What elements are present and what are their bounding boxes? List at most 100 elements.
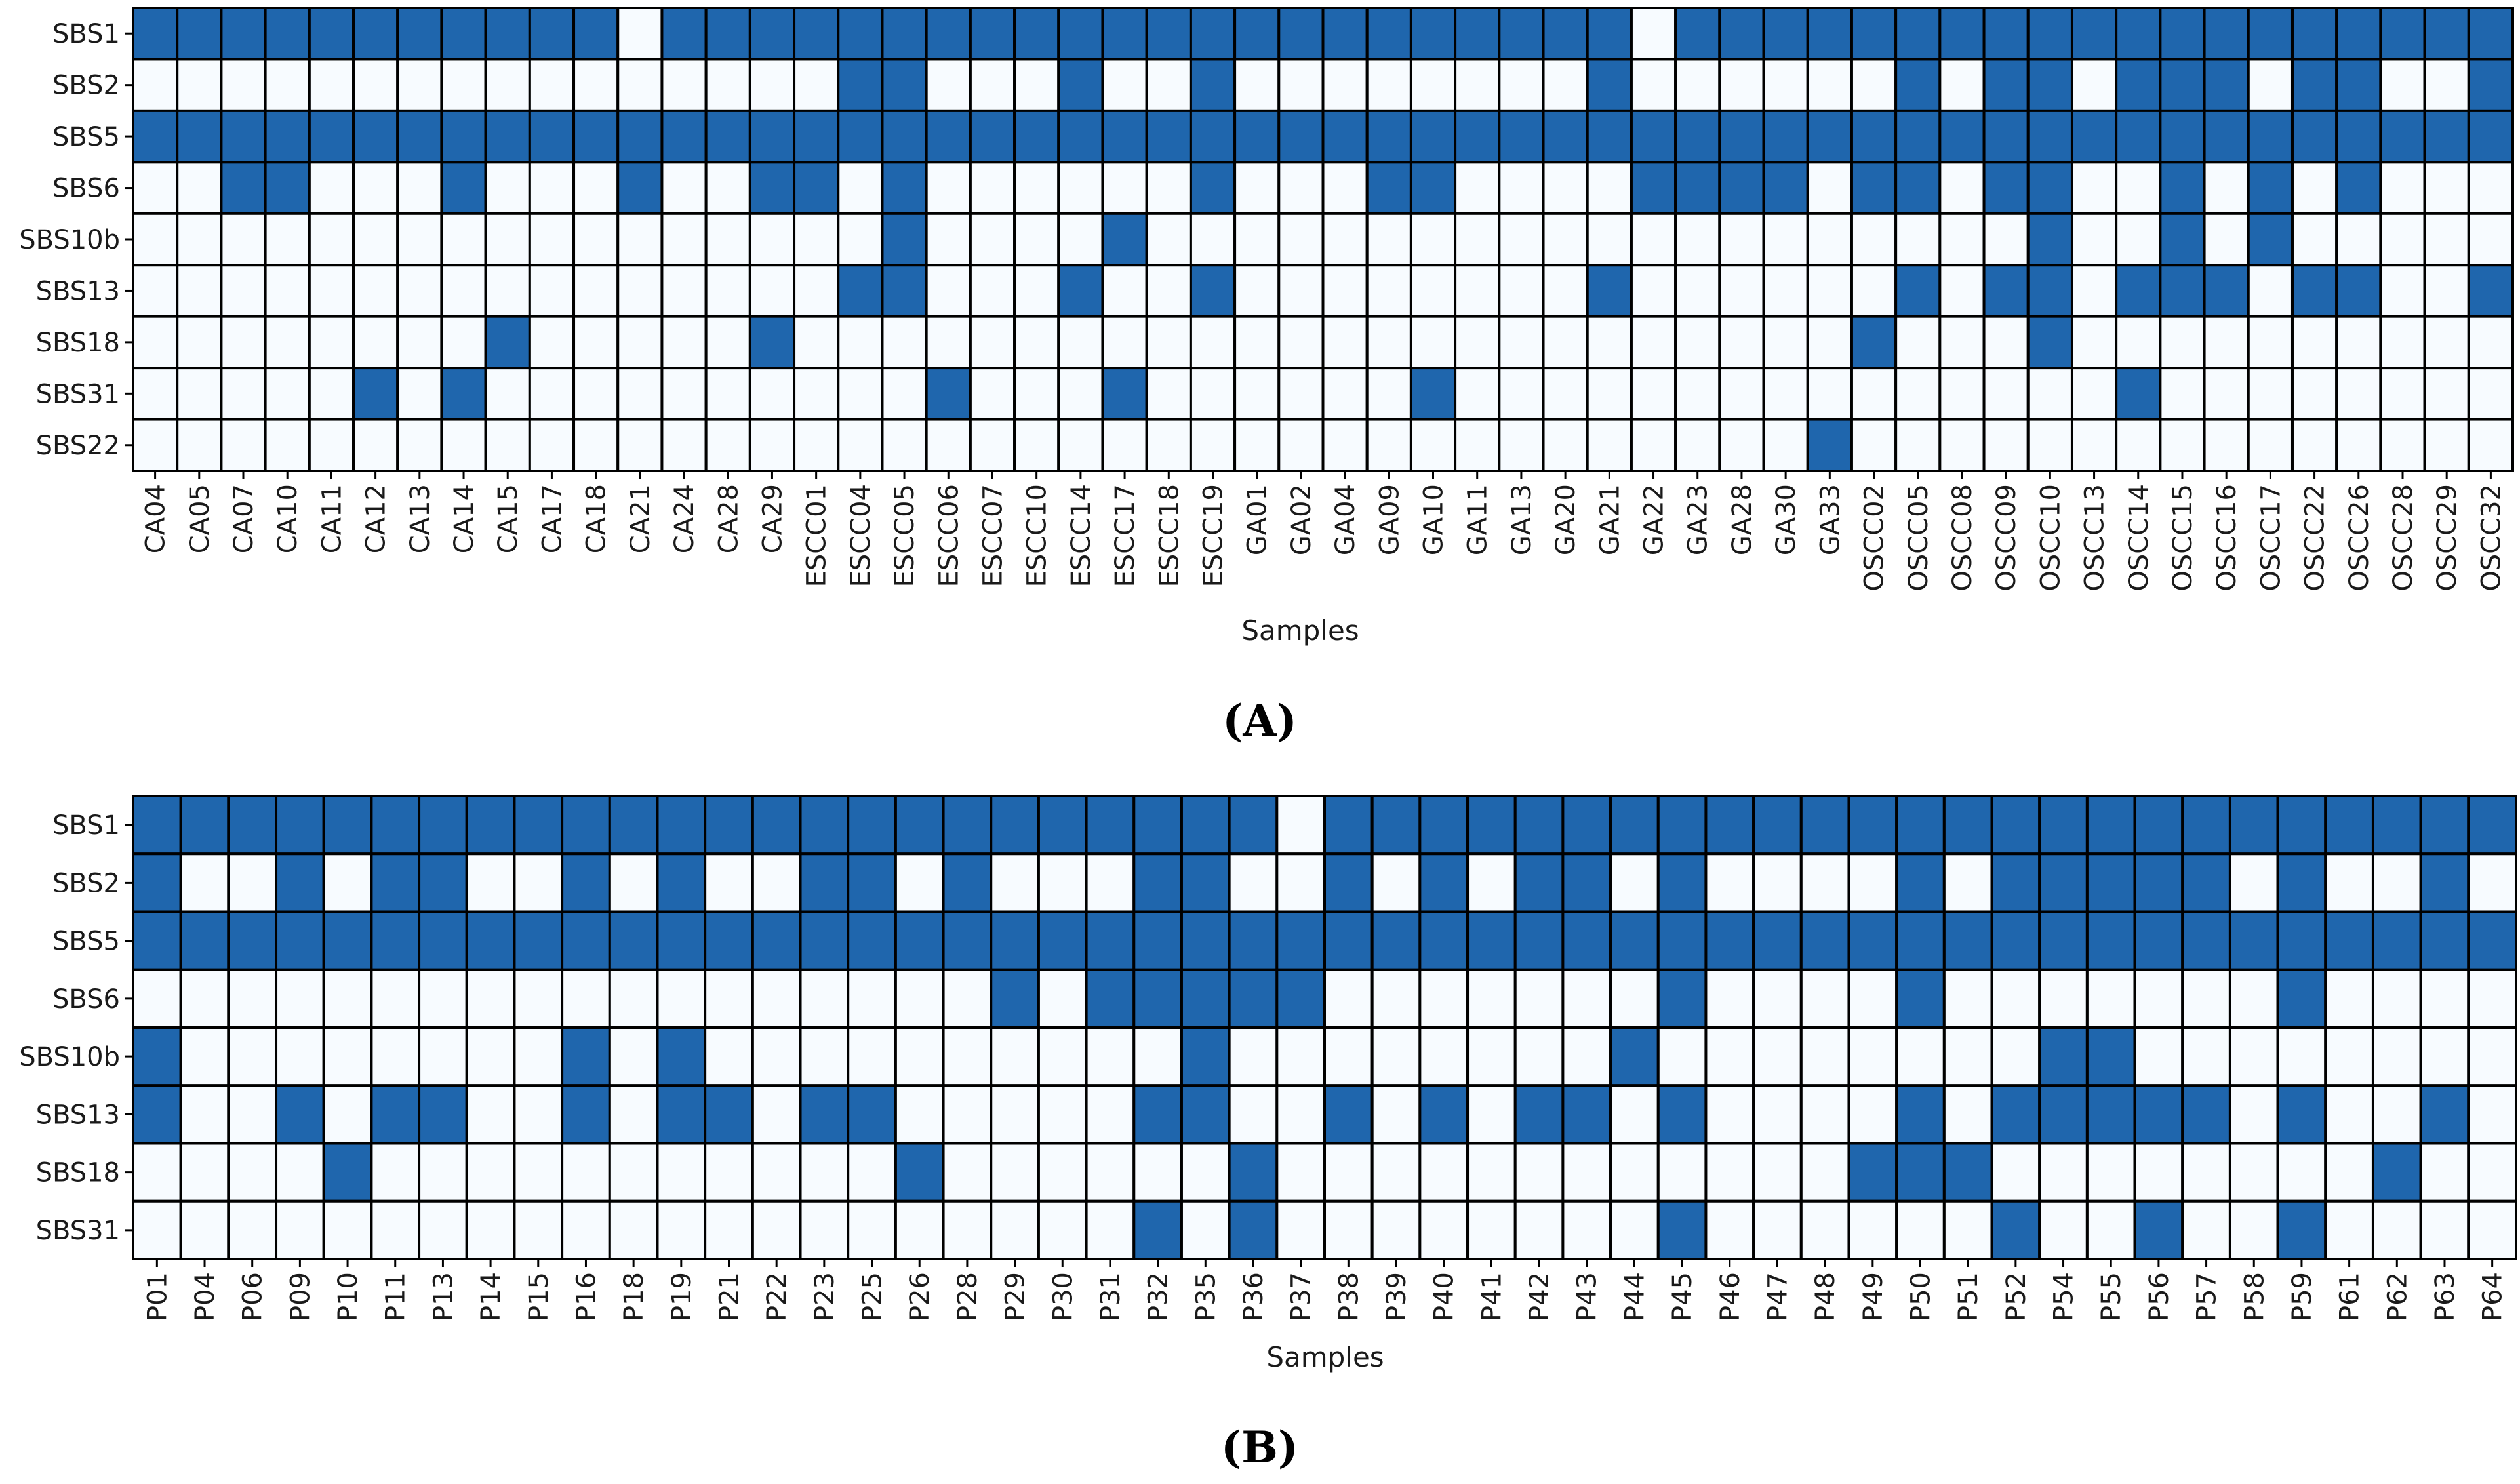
heatmap-cell-b-SBS5-P15 — [513, 910, 564, 971]
col-label-a-ESCC18: ESCC18 — [1154, 484, 1184, 587]
heatmap-cell-b-SBS1-P11 — [370, 795, 421, 856]
col-label-b-P26: P26 — [905, 1272, 935, 1321]
col-label-a-ESCC05: ESCC05 — [890, 484, 920, 587]
heatmap-cell-b-SBS18-P50 — [1895, 1142, 1946, 1203]
heatmap-cell-b-SBS5-P31 — [1085, 910, 1136, 971]
heatmap-cell-a-SBS10b-ESCC06 — [925, 212, 972, 267]
col-label-a-ESCC04: ESCC04 — [846, 484, 876, 587]
heatmap-cell-b-SBS31-P25 — [847, 1199, 897, 1260]
heatmap-cell-a-SBS6-CA13 — [396, 161, 443, 215]
row-label-b-SBS2: SBS2 — [52, 868, 120, 898]
heatmap-cell-a-SBS31-GA21 — [1586, 367, 1633, 421]
col-label-a-OSCC10: OSCC10 — [2035, 484, 2066, 592]
heatmap-cell-a-SBS2-OSCC29 — [2423, 58, 2470, 112]
heatmap-cell-a-SBS18-ESCC17 — [1101, 315, 1148, 370]
heatmap-cell-b-SBS18-P26 — [894, 1142, 945, 1203]
row-label-b-SBS31: SBS31 — [36, 1216, 120, 1246]
heatmap-cell-a-SBS13-OSCC13 — [2070, 264, 2118, 318]
heatmap-cell-b-SBS2-P46 — [1704, 852, 1755, 913]
heatmap-cell-a-SBS18-GA04 — [1321, 315, 1369, 370]
heatmap-cell-b-SBS1-P62 — [2371, 795, 2422, 856]
heatmap-cell-a-SBS5-CA04 — [132, 109, 179, 164]
heatmap-cell-a-SBS1-ESCC05 — [881, 7, 928, 61]
heatmap-cell-b-SBS18-P63 — [2419, 1142, 2470, 1203]
heatmap-cell-a-SBS1-GA30 — [1762, 7, 1809, 61]
heatmap-cell-a-SBS13-GA28 — [1718, 264, 1765, 318]
heatmap-cell-a-SBS22-CA04 — [132, 418, 179, 472]
heatmap-cell-b-SBS1-P04 — [179, 795, 230, 856]
heatmap-cell-b-SBS31-P64 — [2467, 1199, 2518, 1260]
heatmap-cell-a-SBS2-CA29 — [748, 58, 796, 112]
heatmap-cell-b-SBS5-P21 — [704, 910, 754, 971]
heatmap-cell-b-SBS13-P61 — [2324, 1084, 2374, 1145]
col-label-a-CA05: CA05 — [185, 484, 215, 553]
heatmap-cell-b-SBS10b-P30 — [1037, 1026, 1088, 1087]
heatmap-cell-a-SBS2-CA12 — [352, 58, 399, 112]
heatmap-cell-b-SBS6-P56 — [2133, 968, 2184, 1029]
heatmap-cell-b-SBS1-P63 — [2419, 795, 2470, 856]
heatmap-cell-b-SBS5-P40 — [1418, 910, 1470, 971]
heatmap-cell-a-SBS2-GA23 — [1674, 58, 1721, 112]
heatmap-cell-b-SBS6-P14 — [465, 968, 516, 1029]
heatmap-cell-a-SBS22-ESCC04 — [837, 418, 884, 472]
heatmap-cell-a-SBS18-GA33 — [1806, 315, 1853, 370]
heatmap-cell-a-SBS5-CA14 — [440, 109, 487, 164]
heatmap-cell-b-SBS5-P28 — [942, 910, 993, 971]
heatmap-cell-a-SBS1-ESCC14 — [1057, 7, 1104, 61]
heatmap-cell-a-SBS18-OSCC14 — [2115, 315, 2162, 370]
heatmap-cell-b-SBS13-P48 — [1799, 1084, 1850, 1145]
heatmap-cell-b-SBS5-P64 — [2467, 910, 2518, 971]
heatmap-cell-a-SBS5-OSCC05 — [1894, 109, 1942, 164]
col-label-b-P52: P52 — [2001, 1272, 2031, 1321]
heatmap-cell-a-SBS6-ESCC04 — [837, 161, 884, 215]
heatmap-cell-a-SBS13-CA24 — [660, 264, 708, 318]
heatmap-cell-a-SBS6-ESCC19 — [1189, 161, 1237, 215]
heatmap-cell-a-SBS5-GA21 — [1586, 109, 1633, 164]
heatmap-cell-a-SBS6-ESCC01 — [793, 161, 840, 215]
heatmap-cell-b-SBS31-P61 — [2324, 1199, 2374, 1260]
heatmap-cell-a-SBS6-CA15 — [484, 161, 531, 215]
heatmap-cell-a-SBS2-ESCC01 — [793, 58, 840, 112]
col-label-b-P57: P57 — [2192, 1272, 2222, 1321]
heatmap-cell-b-SBS31-P04 — [179, 1199, 230, 1260]
heatmap-cell-b-SBS31-P16 — [561, 1199, 611, 1260]
heatmap-cell-b-SBS13-P46 — [1704, 1084, 1755, 1145]
heatmap-cell-a-SBS31-CA04 — [132, 367, 179, 421]
col-label-a-GA20: GA20 — [1551, 484, 1581, 555]
heatmap-cell-b-SBS2-P57 — [2181, 852, 2231, 913]
heatmap-cell-a-SBS31-CA21 — [616, 367, 664, 421]
heatmap-cell-a-SBS5-OSCC32 — [2467, 109, 2515, 164]
heatmap-cell-b-SBS1-P38 — [1323, 795, 1374, 856]
heatmap-cell-b-SBS18-P37 — [1275, 1142, 1326, 1203]
heatmap-cell-b-SBS18-P10 — [322, 1142, 373, 1203]
col-label-b-P59: P59 — [2287, 1272, 2317, 1321]
heatmap-cell-a-SBS5-GA13 — [1498, 109, 1545, 164]
heatmap-cell-a-SBS1-CA14 — [440, 7, 487, 61]
heatmap-cell-b-SBS10b-P40 — [1418, 1026, 1470, 1087]
heatmap-cell-a-SBS22-CA05 — [176, 418, 223, 472]
heatmap-cell-a-SBS10b-OSCC29 — [2423, 212, 2470, 267]
heatmap-cell-b-SBS13-P54 — [2038, 1084, 2089, 1145]
heatmap-cell-b-SBS5-P58 — [2228, 910, 2279, 971]
row-label-a-SBS22: SBS22 — [36, 431, 120, 461]
heatmap-cell-b-SBS5-P52 — [1990, 910, 2041, 971]
heatmap-cell-b-SBS5-P51 — [1942, 910, 1993, 971]
heatmap-cell-a-SBS22-GA28 — [1718, 418, 1765, 472]
heatmap-cell-b-SBS6-P57 — [2181, 968, 2231, 1029]
heatmap-cell-a-SBS10b-CA18 — [572, 212, 620, 267]
heatmap-cell-b-SBS2-P64 — [2467, 852, 2518, 913]
heatmap-cell-b-SBS5-P26 — [894, 910, 945, 971]
heatmap-cell-a-SBS18-ESCC18 — [1145, 315, 1192, 370]
heatmap-cell-b-SBS2-P30 — [1037, 852, 1088, 913]
heatmap-cell-b-SBS18-P16 — [561, 1142, 611, 1203]
heatmap-cell-a-SBS2-GA01 — [1233, 58, 1281, 112]
heatmap-cell-b-SBS5-P44 — [1609, 910, 1660, 971]
heatmap-cell-a-SBS13-GA04 — [1321, 264, 1369, 318]
heatmap-cell-b-SBS13-P38 — [1323, 1084, 1374, 1145]
heatmap-cell-a-SBS5-CA11 — [308, 109, 355, 164]
heatmap-cell-b-SBS5-P23 — [799, 910, 850, 971]
heatmap-cell-b-SBS10b-P21 — [704, 1026, 754, 1087]
col-label-b-P39: P39 — [1382, 1272, 1412, 1321]
heatmap-cell-b-SBS13-P32 — [1132, 1084, 1183, 1145]
heatmap-cell-a-SBS2-GA22 — [1630, 58, 1677, 112]
